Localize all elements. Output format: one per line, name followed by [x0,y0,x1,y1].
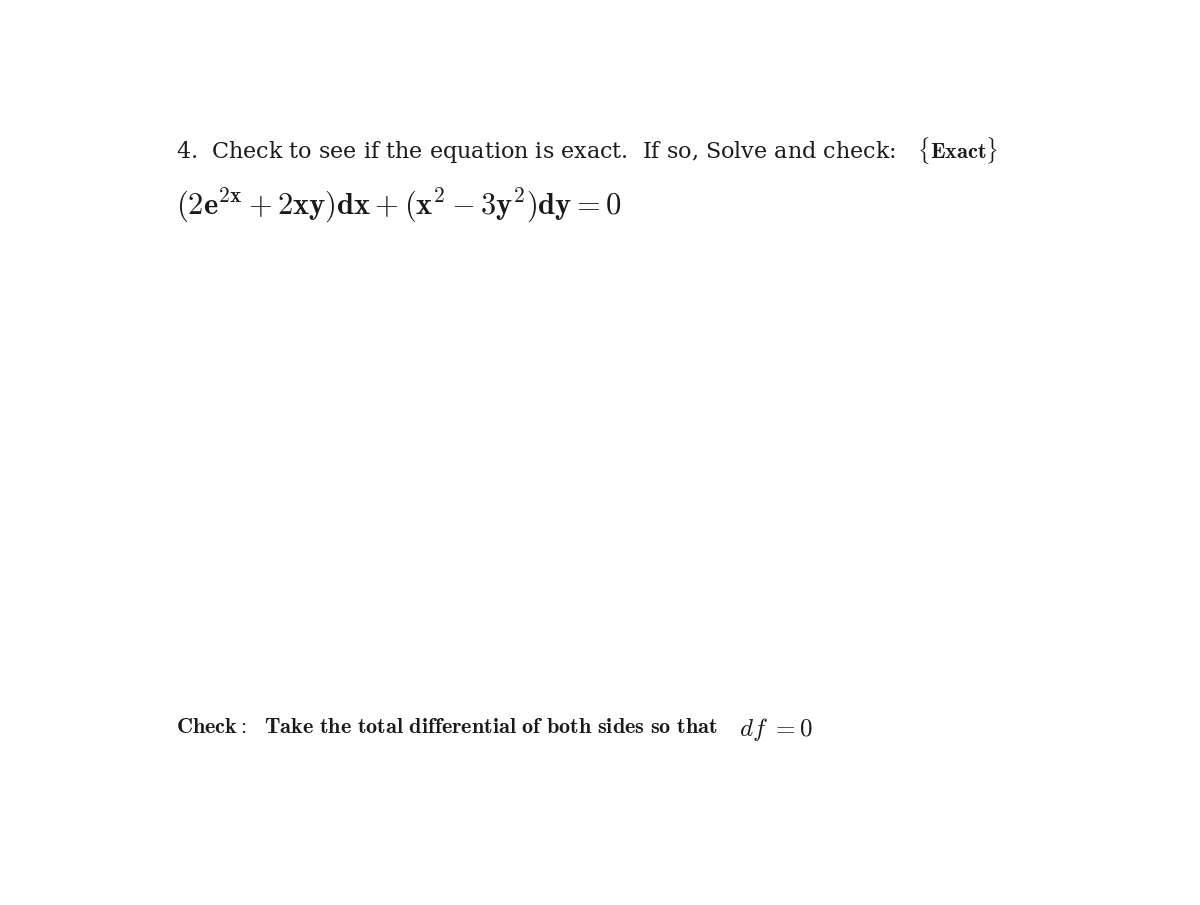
Text: $\mathbf{Check:}$  $\mathbf{Take\ the\ total\ differential\ of\ both\ sides\ so\: $\mathbf{Check:}$ $\mathbf{Take\ the\ to… [176,716,718,738]
Text: $\mathbf{(2e^{2x} + 2xy)dx + (x^2 - 3y^2)dy = 0}$: $\mathbf{(2e^{2x} + 2xy)dx + (x^2 - 3y^2… [176,186,622,224]
Text: $df\ =0$: $df\ =0$ [739,716,812,743]
Text: 4.  Check to see if the equation is exact.  If so, Solve and check:   $\mathbf{\: 4. Check to see if the equation is exact… [176,135,998,167]
